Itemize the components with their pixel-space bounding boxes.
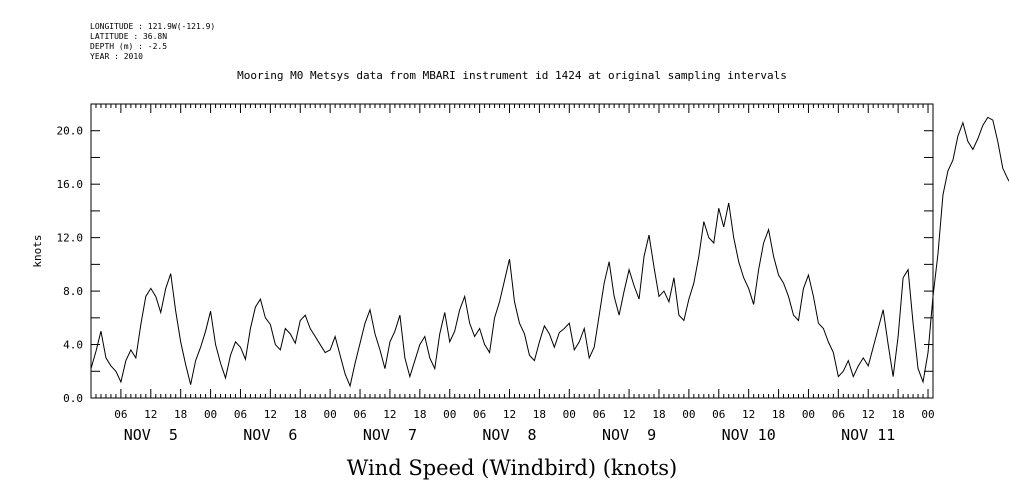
x-tick-label: 00 [802,408,815,421]
x-day-labels: NOV 5 NOV 6 NOV 7 NOV 8 NOV 9 NOV 10 NOV 11 [124,426,896,444]
x-tick-label: 00 [204,408,217,421]
x-day-label: NOV 8 [482,426,536,444]
x-axis-label: Wind Speed (Windbird) (knots) [347,456,677,480]
x-tick-label: 12 [622,408,635,421]
x-tick-label: 06 [353,408,366,421]
x-day-label: NOV 5 [124,426,178,444]
x-tick-labels: 06 12 18 00 06 12 18 00 06 12 18 00 06 12 18 00 06 12 18 00… [114,408,934,421]
x-tick-label: 18 [652,408,665,421]
x-tick-label: 18 [772,408,785,421]
x-day-label: NOV 7 [363,426,417,444]
axis-ticks [90,103,934,399]
mooring-metadata: LONGITUDE : 121.9W(-121.9) LATITUDE : 36… [90,22,215,61]
x-tick-label: 00 [563,408,576,421]
x-tick-label: 12 [742,408,755,421]
x-tick-label: 12 [264,408,277,421]
x-tick-label: 12 [503,408,516,421]
y-axis-label: knots [31,234,44,267]
y-tick-label: 16.0 [57,178,84,191]
x-tick-label: 06 [234,408,247,421]
x-tick-label: 18 [294,408,307,421]
x-tick-label: 18 [174,408,187,421]
x-day-label: NOV 6 [243,426,297,444]
latitude-text: LATITUDE : 36.8N [90,32,167,41]
plot-frame [90,103,934,399]
y-tick-labels: 0.0 4.0 8.0 12.0 16.0 20.0 [57,125,84,405]
x-day-label: NOV 10 [722,426,776,444]
y-tick-label: 8.0 [63,285,83,298]
chart-title: Mooring M0 Metsys data from MBARI instru… [237,69,787,82]
x-tick-label: 00 [443,408,456,421]
x-tick-label: 00 [324,408,337,421]
x-tick-label: 06 [473,408,486,421]
longitude-text: LONGITUDE : 121.9W(-121.9) [90,22,215,31]
x-tick-label: 06 [593,408,606,421]
y-tick-label: 0.0 [63,392,83,405]
x-tick-label: 18 [533,408,546,421]
x-tick-label: 12 [383,408,396,421]
x-tick-label: 12 [862,408,875,421]
x-tick-label: 00 [921,408,934,421]
depth-text: DEPTH (m) : -2.5 [90,42,167,51]
x-tick-label: 18 [413,408,426,421]
x-tick-label: 12 [144,408,157,421]
x-tick-label: 06 [712,408,725,421]
x-tick-label: 06 [832,408,845,421]
y-tick-label: 20.0 [57,125,84,138]
x-tick-label: 06 [114,408,127,421]
wind-speed-series-line [90,116,1009,388]
y-tick-label: 12.0 [57,232,84,245]
x-tick-label: 18 [891,408,904,421]
year-text: YEAR : 2010 [90,52,143,61]
x-day-label: NOV 11 [841,426,895,444]
y-tick-label: 4.0 [63,339,83,352]
x-tick-label: 00 [682,408,695,421]
x-day-label: NOV 9 [602,426,656,444]
